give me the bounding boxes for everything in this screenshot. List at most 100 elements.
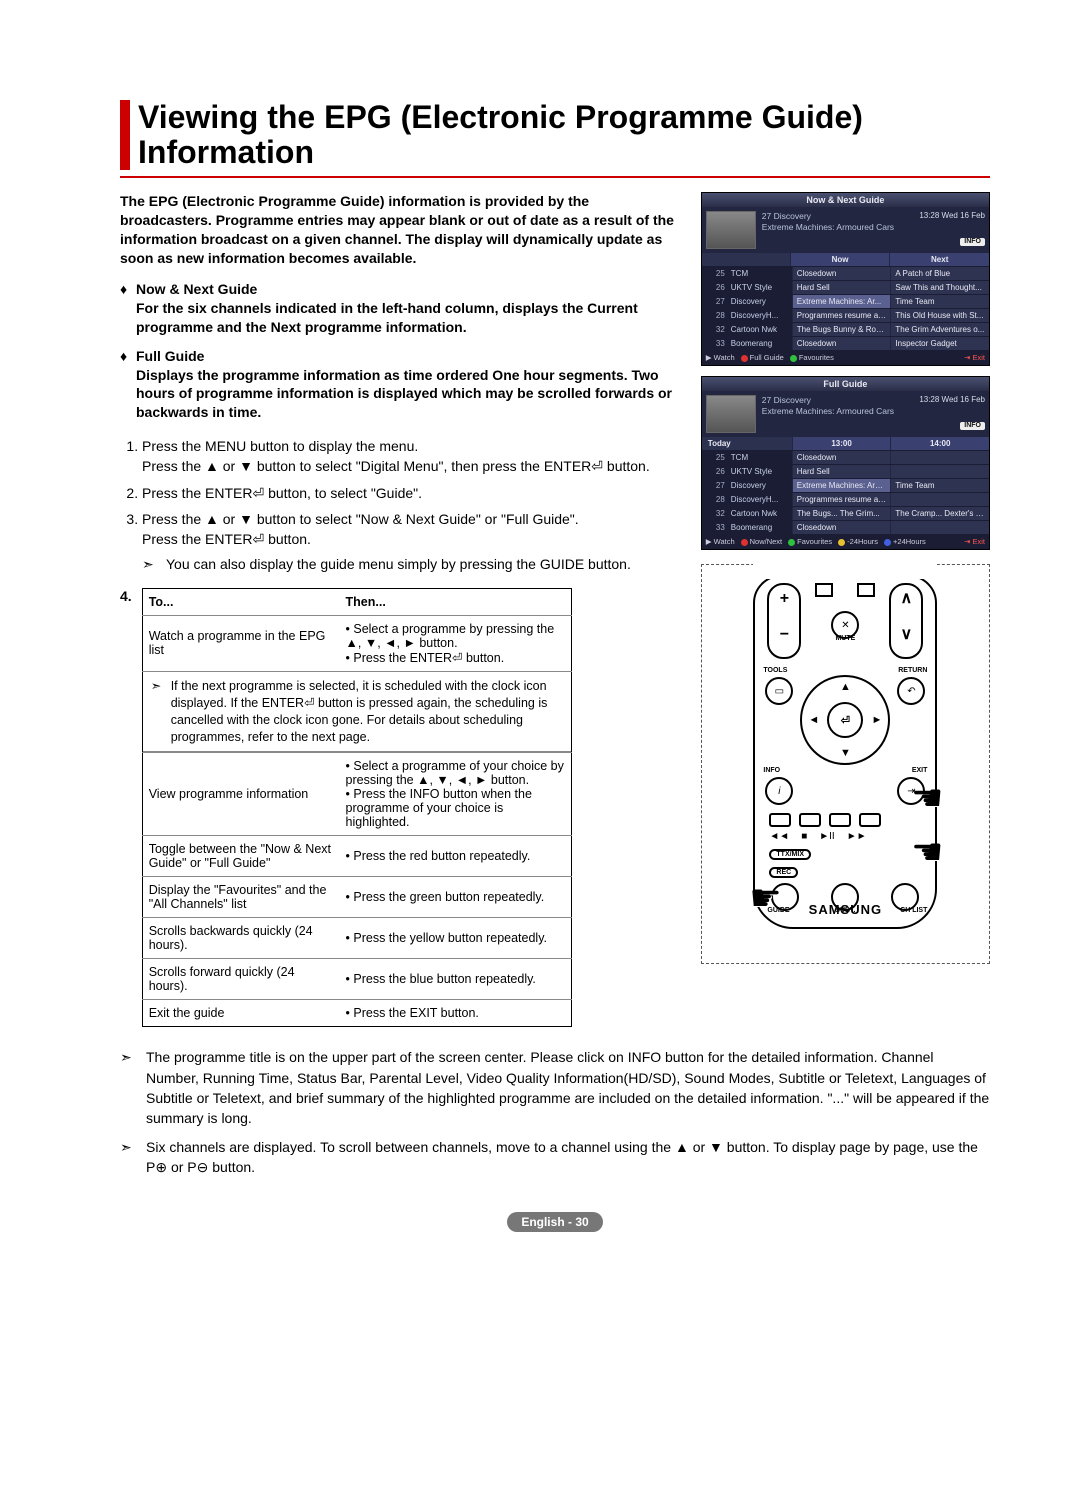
info-badge: INFO (960, 422, 985, 430)
note-arrow-icon: ➣ (142, 554, 158, 574)
epg2-ch-line1: 27 Discovery (762, 395, 811, 405)
step4-number: 4. (120, 588, 132, 1028)
r2-to: View programme information (142, 753, 339, 836)
rewind-icon[interactable]: ◄◄ (769, 831, 789, 842)
final-note-2: Six channels are displayed. To scroll be… (146, 1137, 990, 1178)
stop-icon[interactable]: ■ (801, 831, 807, 842)
step3a: Press the ▲ or ▼ button to select "Now &… (142, 511, 579, 527)
r5-to: Scrolls backwards quickly (24 hours). (142, 918, 339, 959)
bullet2-title: Full Guide (136, 348, 204, 364)
th-then: Then... (340, 588, 572, 615)
epg1-foot-fav: Favourites (799, 353, 834, 362)
r4-then: • Press the green button repeatedly. (340, 877, 572, 918)
instruction-table: To... Then... Watch a programme in the E… (142, 588, 572, 1028)
epg1-head-next: Next (889, 253, 989, 266)
info-label: INFO (763, 767, 780, 774)
epg1-datetime: 13:28 Wed 16 Feb (919, 211, 985, 221)
epg-full-guide-panel: Full Guide 27 Discovery 13:28 Wed 16 Feb… (701, 376, 990, 550)
dpad[interactable]: ▲ ▼ ◄ ► ⏎ (800, 675, 890, 765)
volume-rocker[interactable]: + − (767, 583, 801, 659)
tools-label: TOOLS (763, 667, 787, 674)
epg2-ch-line2: Extreme Machines: Armoured Cars (762, 406, 985, 416)
step1a: Press the MENU button to display the men… (142, 438, 418, 454)
green-button[interactable] (799, 813, 821, 827)
epg1-foot-full: Full Guide (750, 353, 784, 362)
brand-label: SAMSUNG (755, 902, 935, 917)
epg2-slot2: 14:00 (890, 437, 989, 450)
enter-button[interactable]: ⏎ (827, 702, 863, 738)
playpause-icon[interactable]: ►II (819, 831, 834, 842)
table-row: Scrolls forward quickly (24 hours). • Pr… (142, 959, 571, 1000)
blue-button[interactable] (859, 813, 881, 827)
epg1-ch-line2: Extreme Machines: Armoured Cars (762, 222, 985, 232)
merged-note: ➣ If the next programme is selected, it … (143, 672, 571, 753)
final-note-1: The programme title is on the upper part… (146, 1047, 990, 1128)
epg1-foot-exit: Exit (972, 353, 985, 362)
r6-then: • Press the blue button repeatedly. (340, 959, 572, 1000)
epg1-ch-line1: 27 Discovery (762, 211, 811, 221)
table-row: View programme information • Select a pr… (142, 753, 571, 836)
epg1-head-now: Now (790, 253, 890, 266)
hand-icon: ☚ (911, 831, 943, 873)
step3b: Press the ENTER⏎ button. (142, 531, 311, 547)
epg1-foot-watch: Watch (714, 353, 735, 362)
r1-then: • Select a programme by pressing the ▲, … (340, 615, 572, 671)
hand-icon: ☛ (749, 877, 781, 919)
steps-list: Press the MENU button to display the men… (120, 436, 681, 574)
yellow-button[interactable] (829, 813, 851, 827)
note-arrow-icon: ➣ (120, 1047, 136, 1128)
ttx-button[interactable]: TTX/MIX (769, 849, 811, 860)
epg2-foot-exit: Exit (972, 537, 985, 546)
red-button[interactable] (769, 813, 791, 827)
table-row: Scrolls backwards quickly (24 hours). • … (142, 918, 571, 959)
epg2-datetime: 13:28 Wed 16 Feb (919, 395, 985, 405)
note-arrow-icon: ➣ (120, 1137, 136, 1178)
info-badge: INFO (960, 238, 985, 246)
epg2-today: Today (702, 437, 792, 450)
return-label: RETURN (898, 667, 927, 674)
title-underline (120, 176, 990, 178)
r6-to: Scrolls forward quickly (24 hours). (142, 959, 339, 1000)
ch-list-top-icon[interactable] (857, 583, 875, 597)
r7-to: Exit the guide (142, 1000, 339, 1027)
table-row: Toggle between the "Now & Next Guide" or… (142, 836, 571, 877)
note-arrow-icon: ➣ (151, 678, 167, 695)
r2-then: • Select a programme of your choice by p… (340, 753, 572, 836)
table-row: Exit the guide • Press the EXIT button. (142, 1000, 571, 1027)
bullet1-body: For the six channels indicated in the le… (136, 300, 638, 335)
r7-then: • Press the EXIT button. (340, 1000, 572, 1027)
page-footer: English - 30 (507, 1212, 602, 1232)
bullet1-title: Now & Next Guide (136, 281, 257, 297)
bullet-now-next: Now & Next Guide For the six channels in… (120, 280, 681, 337)
table-row: Watch a programme in the EPG list • Sele… (142, 615, 571, 671)
r3-to: Toggle between the "Now & Next Guide" or… (142, 836, 339, 877)
epg2-foot-m24: -24Hours (847, 537, 878, 546)
intro-text: The EPG (Electronic Programme Guide) inf… (120, 192, 681, 268)
page-title: Viewing the EPG (Electronic Programme Gu… (138, 100, 990, 170)
epg2-band: Full Guide (702, 377, 989, 391)
tools-button[interactable]: ▭ (765, 677, 793, 705)
epg1-band: Now & Next Guide (702, 193, 989, 207)
epg-now-next-panel: Now & Next Guide 27 Discovery 13:28 Wed … (701, 192, 990, 366)
bullet-full-guide: Full Guide Displays the programme inform… (120, 347, 681, 423)
epg2-foot-nn: Now/Next (750, 537, 783, 546)
r3-then: • Press the red button repeatedly. (340, 836, 572, 877)
info-button[interactable]: i (765, 777, 793, 805)
channel-rocker[interactable]: ∧ ∨ (889, 583, 923, 659)
r4-to: Display the "Favourites" and the "All Ch… (142, 877, 339, 918)
epg-thumb-icon (706, 395, 756, 433)
hand-icon: ☚ (911, 777, 943, 819)
exit-label: EXIT (912, 767, 928, 774)
bullet2-body: Displays the programme information as ti… (136, 367, 672, 421)
epg2-foot-p24: +24Hours (893, 537, 926, 546)
return-button[interactable]: ↶ (897, 677, 925, 705)
remote-illustration: + − ∧ ∨ ✕ MUTE TOOLS ▭ (701, 564, 990, 964)
epg-thumb-icon (706, 211, 756, 249)
merged-note-text: If the next programme is selected, it is… (171, 679, 548, 744)
prev-ch-icon[interactable] (815, 583, 833, 597)
step3-note: You can also display the guide menu simp… (166, 554, 631, 574)
r1-to: Watch a programme in the EPG list (142, 615, 339, 671)
step2: Press the ENTER⏎ button, to select "Guid… (142, 485, 422, 501)
th-to: To... (142, 588, 339, 615)
ffwd-icon[interactable]: ►► (847, 831, 867, 842)
